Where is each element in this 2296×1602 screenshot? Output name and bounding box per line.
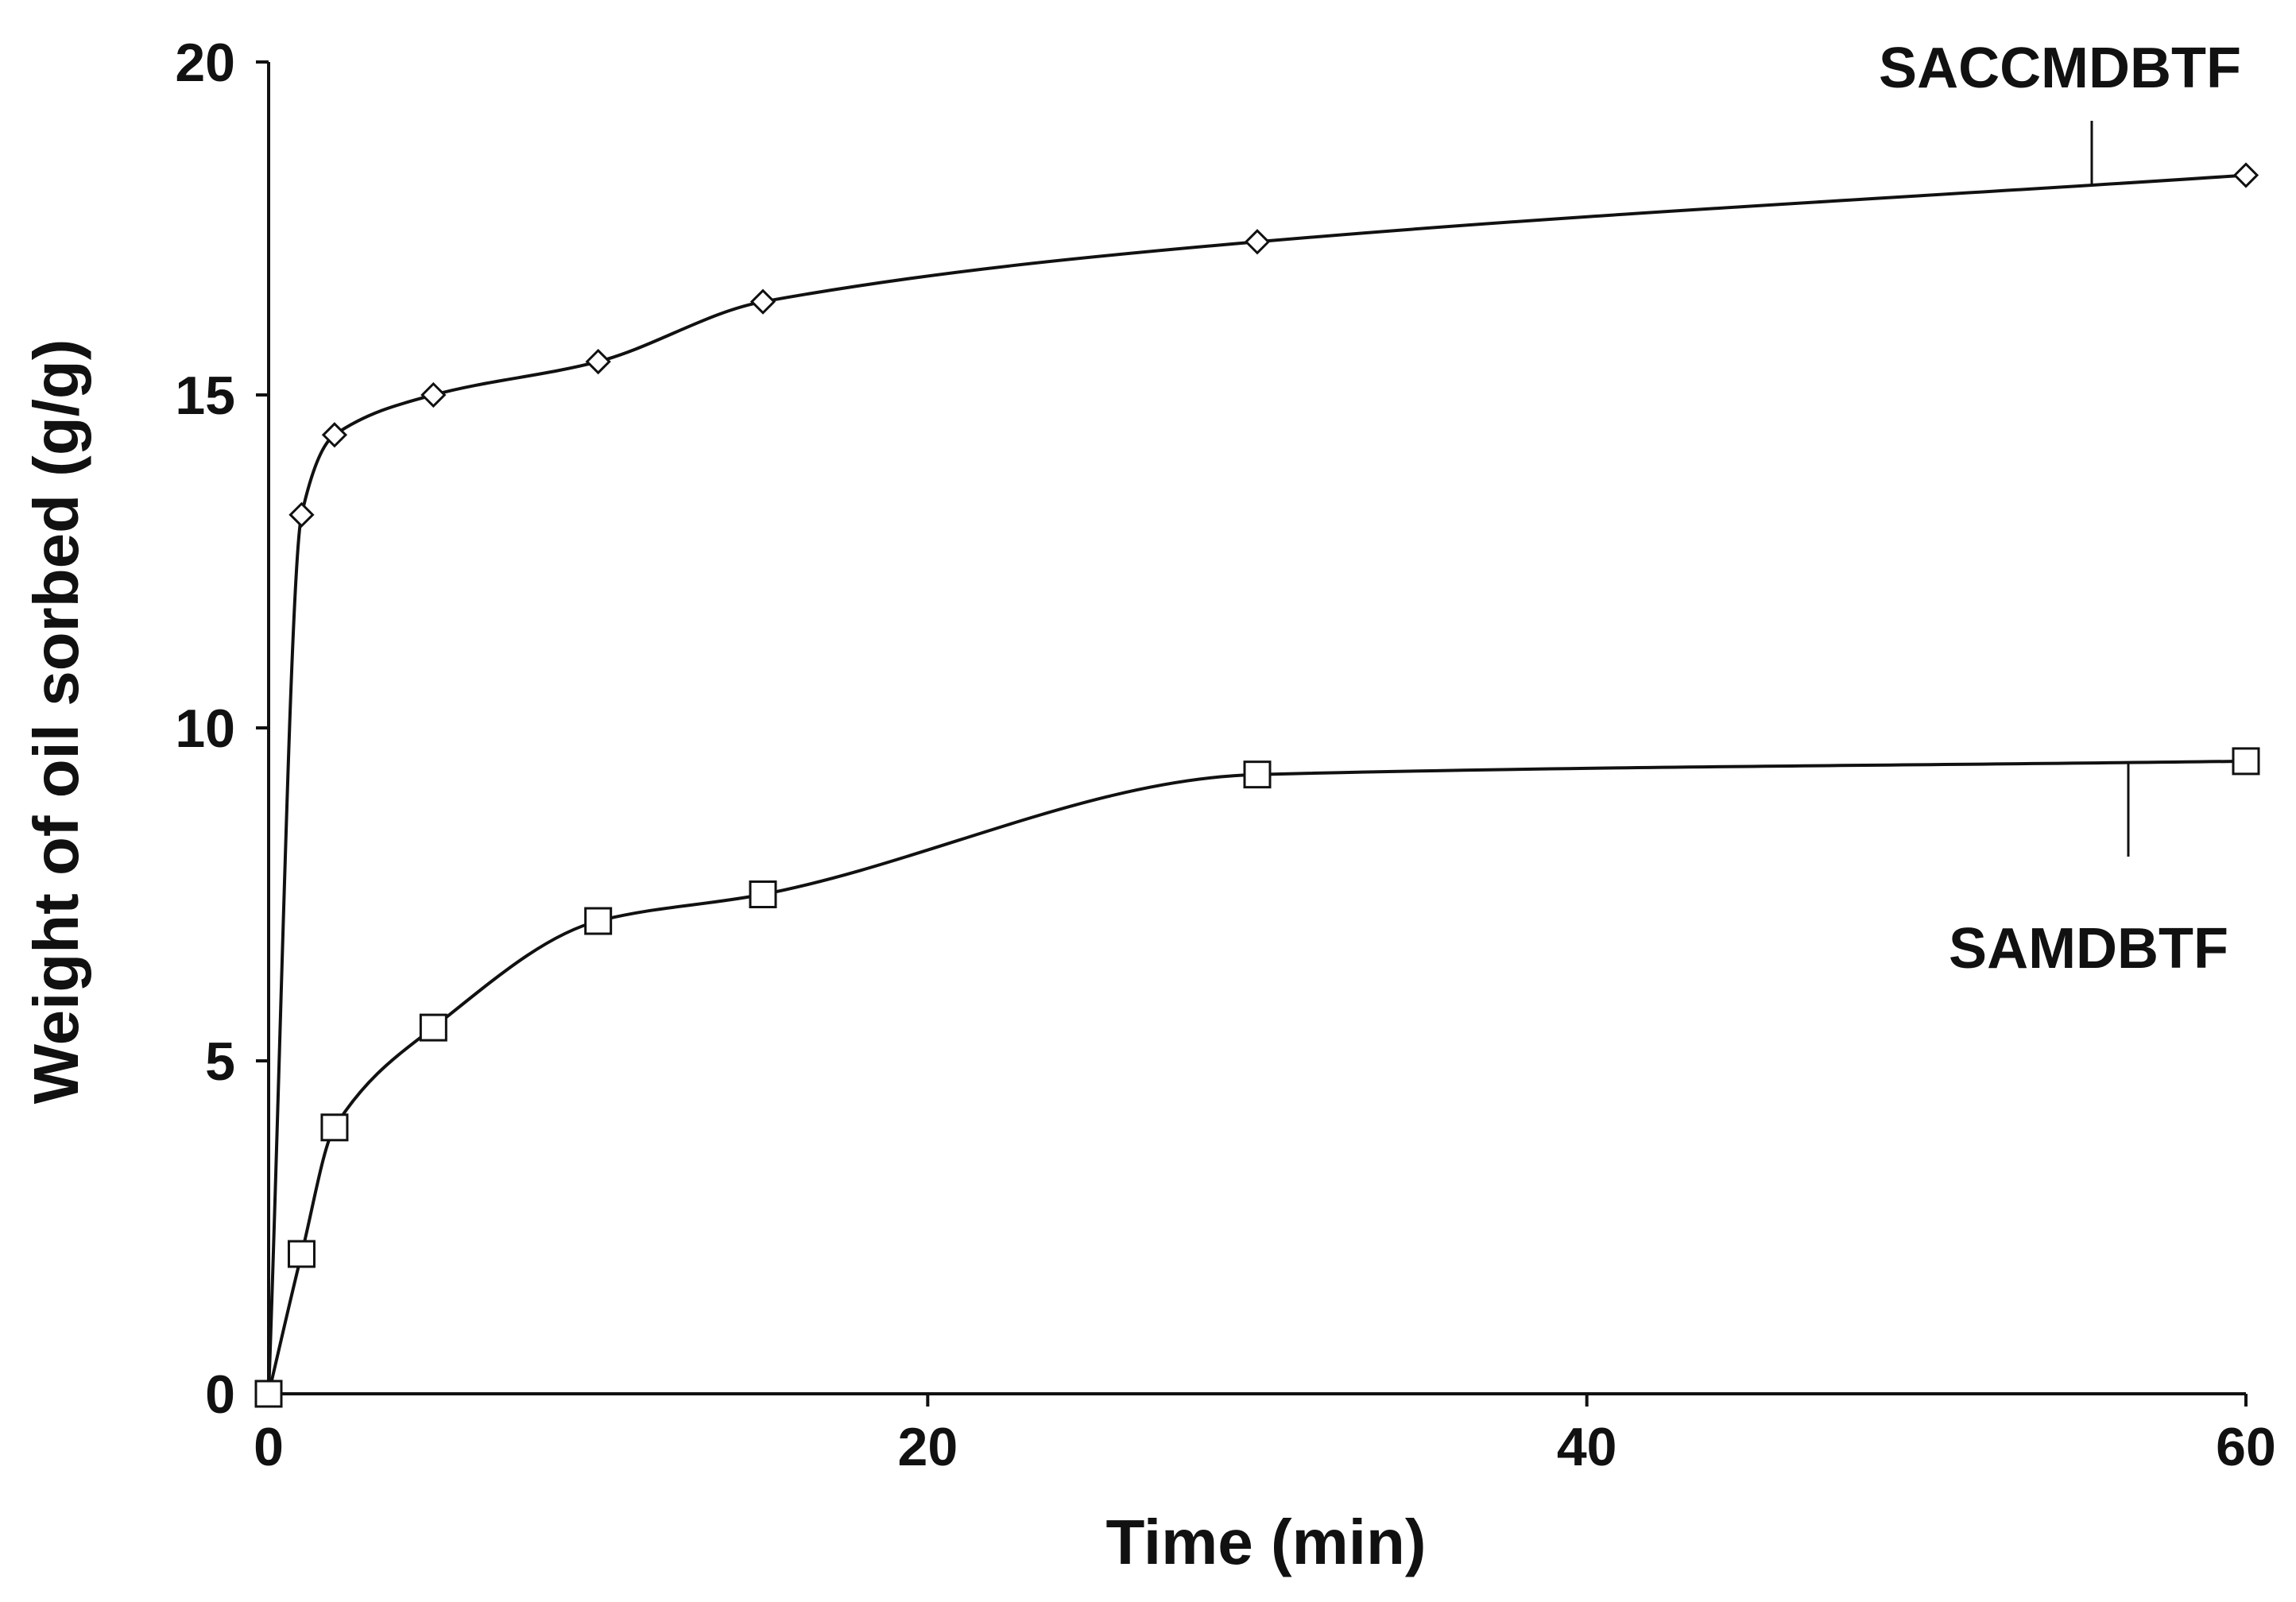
data-point-square [287,1240,316,1268]
data-point-square [2232,747,2260,776]
x-tick-label: 60 [2216,1417,2276,1477]
series-label-saccmdbtf: SACCMDBTF [1879,37,2241,100]
x-tick-label: 20 [898,1417,958,1477]
y-axis-title: Weight of oil sorbed (g/g) [21,339,91,1105]
data-point-diamond [2232,162,2259,188]
data-point-square [584,907,613,935]
data-point-square [254,1380,283,1408]
data-point-square [320,1113,349,1142]
series-line-samdbtf [267,759,2247,1395]
data-point-square [419,1013,447,1042]
y-tick-label: 15 [175,366,235,426]
series-callouts: SACCMDBTF SAMDBTF [1879,37,2241,981]
y-tick-label: 5 [205,1031,235,1092]
series-markers [254,162,2260,1408]
data-point-diamond [585,348,611,375]
series-label-samdbtf: SAMDBTF [1949,917,2228,981]
y-axis-ticks: 0 5 10 15 20 [175,33,269,1425]
data-point-diamond [420,381,447,408]
data-point-square [1243,760,1272,789]
x-tick-label: 40 [1557,1417,1617,1477]
x-axis-title: Time (min) [1105,1507,1426,1577]
y-tick-label: 20 [175,33,235,93]
y-tick-label: 0 [205,1364,235,1425]
data-point-square [749,880,777,908]
data-point-diamond [321,422,348,448]
x-axis-ticks: 0 20 40 60 [254,1394,2276,1477]
data-point-diamond [1244,229,1271,255]
x-tick-label: 0 [254,1417,284,1477]
data-point-diamond [288,501,315,528]
axes [267,62,2246,1395]
y-tick-label: 10 [175,698,235,759]
data-point-diamond [749,288,776,315]
